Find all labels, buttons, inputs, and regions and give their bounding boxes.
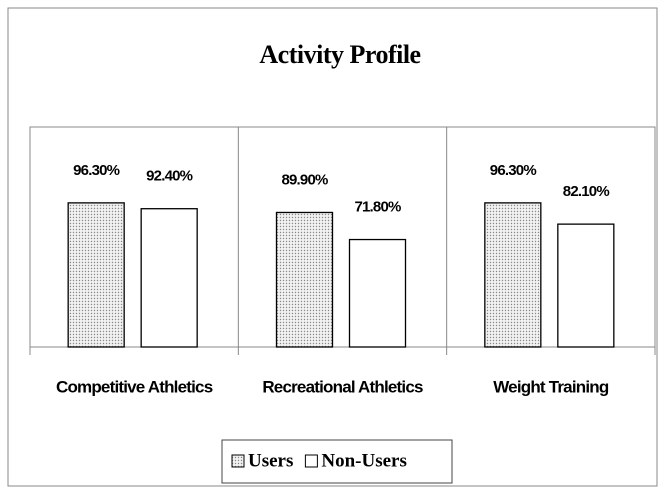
x-tick-label: Recreational Athletics bbox=[262, 377, 423, 396]
bar bbox=[67, 202, 125, 348]
legend-swatch bbox=[231, 454, 245, 468]
legend-label: Users bbox=[248, 450, 293, 471]
data-label: 82.10% bbox=[563, 183, 610, 200]
x-tick-label: Competitive Athletics bbox=[56, 377, 213, 396]
data-label: 96.30% bbox=[73, 162, 120, 179]
bar bbox=[484, 202, 542, 348]
chart-title: Activity Profile bbox=[259, 40, 420, 69]
plot-area bbox=[29, 126, 656, 348]
data-label: 96.30% bbox=[490, 162, 537, 179]
bar bbox=[557, 223, 615, 348]
data-label: 92.40% bbox=[146, 168, 193, 185]
legend bbox=[221, 439, 453, 484]
legend-swatch bbox=[304, 454, 318, 468]
legend-label: Non-Users bbox=[321, 450, 407, 471]
bar bbox=[275, 211, 334, 348]
data-label: 89.90% bbox=[281, 171, 328, 188]
bar bbox=[140, 208, 198, 348]
x-tick-label: Weight Training bbox=[493, 377, 609, 396]
data-label: 71.80% bbox=[354, 199, 401, 216]
bar bbox=[348, 238, 407, 348]
